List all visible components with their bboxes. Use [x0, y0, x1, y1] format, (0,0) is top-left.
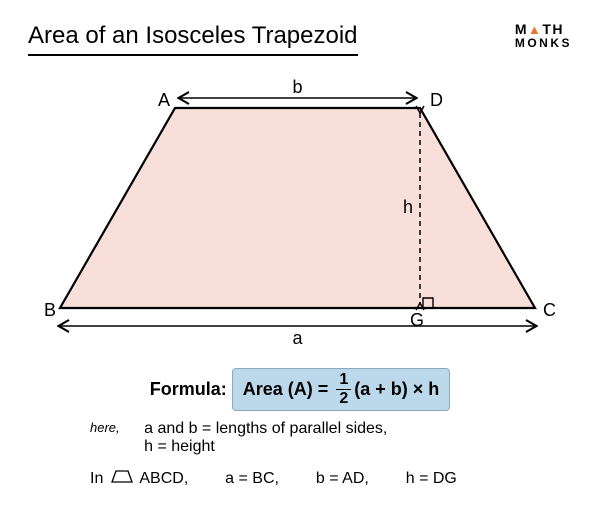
- formula-prefix: Formula:: [150, 379, 227, 399]
- b-def: b = AD,: [316, 470, 369, 487]
- vertex-d-label: D: [430, 90, 443, 110]
- vertex-a-label: A: [158, 90, 170, 110]
- formula-row: Formula: Area (A) = 1 2 (a + b) × h: [0, 368, 600, 411]
- diagram-svg: b a h A D B C G: [0, 78, 600, 358]
- def-lines: a and b = lengths of parallel sides, h =…: [144, 420, 387, 456]
- logo-line1: M▲TH: [515, 22, 572, 37]
- trapezoid-diagram: b a h A D B C G: [0, 78, 600, 358]
- height-label: h: [403, 197, 413, 217]
- shape-name: ABCD,: [139, 470, 188, 487]
- trapezoid-shape: [60, 108, 535, 308]
- definitions: here, a and b = lengths of parallel side…: [90, 420, 387, 456]
- here-label: here,: [90, 420, 120, 435]
- h-def: h = DG: [406, 470, 457, 487]
- in-label: In: [90, 470, 103, 487]
- def-line1: a and b = lengths of parallel sides,: [144, 420, 387, 437]
- trapezoid-icon: [111, 470, 133, 488]
- vertex-c-label: C: [543, 300, 556, 320]
- a-def: a = BC,: [225, 470, 279, 487]
- top-dim-label: b: [292, 78, 302, 97]
- page-title: Area of an Isosceles Trapezoid: [28, 22, 358, 56]
- vertex-g-label: G: [410, 310, 424, 330]
- formula-box: Area (A) = 1 2 (a + b) × h: [232, 368, 450, 411]
- triangle-icon: ▲: [528, 22, 542, 37]
- header: Area of an Isosceles Trapezoid M▲TH MONK…: [28, 22, 572, 56]
- fraction: 1 2: [336, 372, 351, 407]
- vertex-b-label: B: [44, 300, 56, 320]
- formula-rhs: (a + b) × h: [354, 379, 439, 399]
- fraction-den: 2: [336, 390, 351, 407]
- logo: M▲TH MONKS: [515, 22, 572, 49]
- bottom-dim-label: a: [292, 328, 303, 348]
- fraction-num: 1: [336, 372, 351, 390]
- bottom-row: In ABCD, a = BC, b = AD, h = DG: [90, 470, 457, 488]
- formula-lhs: Area (A) =: [243, 379, 329, 399]
- def-line2: h = height: [144, 438, 215, 455]
- logo-line2: MONKS: [515, 37, 572, 50]
